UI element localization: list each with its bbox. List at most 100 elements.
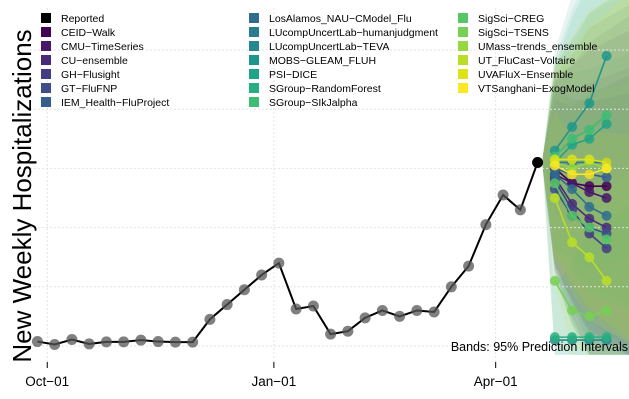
forecast-point-iem-health-fluproject bbox=[601, 172, 612, 183]
reported-point bbox=[118, 336, 130, 348]
reported-point bbox=[204, 313, 216, 325]
forecast-line-psi-dice bbox=[554, 123, 608, 164]
forecast-point-cmu-timeseries bbox=[601, 193, 612, 203]
forecast-point-sigsci-tsens bbox=[549, 275, 560, 286]
reported-point bbox=[480, 219, 492, 231]
reported-point bbox=[256, 269, 268, 281]
legend-swatch-sgroup-sikjalpha bbox=[249, 97, 259, 107]
legend-swatch-psi-dice bbox=[249, 69, 259, 79]
forecast-line-ceid-walk bbox=[554, 167, 607, 187]
forecast-point-ut-flucast-voltaire bbox=[601, 275, 612, 286]
forecast-point-ut-flucast-voltaire bbox=[584, 252, 595, 263]
legend-label-sgroup-sikjalpha: SGroup−SIkJalpha bbox=[269, 97, 358, 109]
reported-line bbox=[37, 162, 539, 346]
legend-label-sigsci-tsens: SigSci−TSENS bbox=[478, 27, 549, 39]
legend-label-losalamos-nau-cmodel-flu: LosAlamos_NAU−CModel_Flu bbox=[269, 13, 412, 25]
legend-swatch-lucompuncertlab-humanjudgment bbox=[249, 27, 259, 37]
forecast-point-vtsanghani-exogmodel bbox=[601, 163, 612, 174]
forecast-line-cu-ensemble bbox=[554, 176, 607, 229]
legend-swatch-umass-trends-ensemble bbox=[458, 41, 468, 51]
band-lucompuncertlab-humanjudgment bbox=[542, 0, 629, 339]
forecast-line-vtsanghani-exogmodel bbox=[554, 164, 607, 176]
legend-swatch-uvaflux-ensemble bbox=[458, 69, 468, 79]
reported-point bbox=[169, 336, 181, 348]
reported-point bbox=[463, 260, 475, 272]
reported-point bbox=[100, 336, 112, 348]
reported-point bbox=[532, 156, 544, 168]
forecast-line-sgroup-sikjalpha bbox=[554, 114, 608, 158]
legend-swatch-sgroup-randomforest bbox=[249, 83, 259, 93]
reported-point bbox=[49, 339, 61, 351]
reported-point bbox=[83, 338, 95, 350]
forecast-point-ceid-walk bbox=[601, 181, 612, 192]
x-tick-label-2: Apr−01 bbox=[474, 374, 518, 389]
reported-point bbox=[221, 299, 233, 311]
legend-label-ut-flucast-voltaire: UT_FluCast−Voltaire bbox=[478, 55, 575, 67]
reported-point bbox=[307, 300, 319, 312]
legend-swatch-cmu-timeseries bbox=[41, 41, 51, 51]
grid-lines bbox=[30, 8, 629, 362]
forecast-line-losalamos-nau-cmodel-flu bbox=[554, 173, 607, 217]
legend-swatch-losalamos-nau-cmodel-flu bbox=[249, 13, 259, 23]
reported-point bbox=[31, 336, 43, 348]
forecast-point-psi-dice bbox=[601, 119, 612, 129]
x-tick-label-1: Jan−01 bbox=[252, 374, 297, 389]
legend-swatch-iem-health-fluproject bbox=[41, 97, 51, 107]
legend-label-umass-trends-ensemble: UMass−trends_ensemble bbox=[478, 41, 598, 53]
forecast-point-sgroup-randomforest bbox=[584, 332, 595, 343]
forecast-point-losalamos-nau-cmodel-flu bbox=[584, 201, 595, 212]
forecast-point-sgroup-sikjalpha bbox=[567, 133, 578, 144]
reported-point bbox=[497, 189, 509, 201]
legend-label-sgroup-randomforest: SGroup−RandomForest bbox=[269, 83, 381, 95]
legend-label-vtsanghani-exogmodel: VTSanghani−ExogModel bbox=[478, 83, 594, 95]
forecast-point-sgroup-randomforest bbox=[567, 332, 578, 343]
legend-swatch-mobs-gleam-fluh bbox=[249, 55, 259, 65]
legend: Reported CEID−Walk CMU−TimeSeries CU−ensemb… bbox=[41, 13, 598, 109]
forecast-point-sgroup-randomforest bbox=[601, 332, 612, 343]
forecast-point-sigsci-tsens bbox=[601, 305, 612, 316]
reported-point bbox=[342, 325, 354, 337]
legend-swatch-gh-flusight bbox=[41, 69, 51, 79]
forecast-point-sigsci-creg bbox=[549, 178, 560, 189]
forecast-point-mobs-gleam-fluh bbox=[601, 50, 612, 61]
forecast-point-sigsci-creg bbox=[584, 222, 595, 233]
reported-point bbox=[152, 336, 164, 348]
reported-point bbox=[445, 281, 457, 293]
reported-point bbox=[66, 333, 78, 345]
legend-swatch-gt-flufnp bbox=[41, 83, 51, 93]
legend-swatch-ut-flucast-voltaire bbox=[458, 55, 468, 65]
legend-label-lucompuncertlab-humanjudgment: LUcompUncertLab−humanjudgment bbox=[269, 27, 438, 39]
legend-label-mobs-gleam-fluh: MOBS−GLEAM_FLUH bbox=[269, 55, 376, 67]
reported-point bbox=[359, 312, 371, 324]
reported-point bbox=[428, 306, 440, 318]
forecast-line-mobs-gleam-fluh bbox=[554, 55, 608, 152]
legend-label-lucompuncertlab-teva: LUcompUncertLab−TEVA bbox=[269, 41, 389, 53]
x-tick-label-0: Oct−01 bbox=[25, 374, 69, 389]
legend-swatch-lucompuncertlab-teva bbox=[249, 41, 259, 51]
forecast-point-ut-flucast-voltaire bbox=[567, 237, 578, 248]
forecast-point-sgroup-randomforest bbox=[549, 332, 560, 343]
reported-point bbox=[290, 303, 302, 315]
forecast-point-sgroup-sikjalpha bbox=[584, 124, 595, 135]
forecast-point-vtsanghani-exogmodel bbox=[567, 169, 578, 180]
legend-label-reported: Reported bbox=[61, 13, 104, 25]
forecast-point-gh-flusight bbox=[601, 243, 612, 254]
forecast-point-losalamos-nau-cmodel-flu bbox=[601, 210, 612, 221]
forecast-point-vtsanghani-exogmodel bbox=[549, 160, 560, 171]
forecast-line-sigsci-creg bbox=[554, 182, 608, 241]
forecast-point-mobs-gleam-fluh bbox=[567, 121, 578, 132]
legend-label-sigsci-creg: SigSci−CREG bbox=[478, 13, 544, 25]
reported-point bbox=[394, 310, 406, 322]
reported-point bbox=[376, 304, 388, 316]
band-uvaflux-ensemble bbox=[542, 0, 629, 339]
legend-swatch-cu-ensemble bbox=[41, 55, 51, 65]
forecast-point-sgroup-sikjalpha bbox=[601, 110, 612, 121]
legend-label-iem-health-fluproject: IEM_Health−FluProject bbox=[61, 97, 169, 109]
reported-point bbox=[514, 204, 526, 216]
forecast-line-uvaflux-ensemble bbox=[554, 158, 607, 164]
legend-label-ceid-walk: CEID−Walk bbox=[61, 27, 116, 39]
legend-label-cu-ensemble: CU−ensemble bbox=[61, 55, 128, 67]
forecast-point-sigsci-creg bbox=[567, 210, 578, 221]
forecast-point-uvaflux-ensemble bbox=[567, 154, 578, 165]
